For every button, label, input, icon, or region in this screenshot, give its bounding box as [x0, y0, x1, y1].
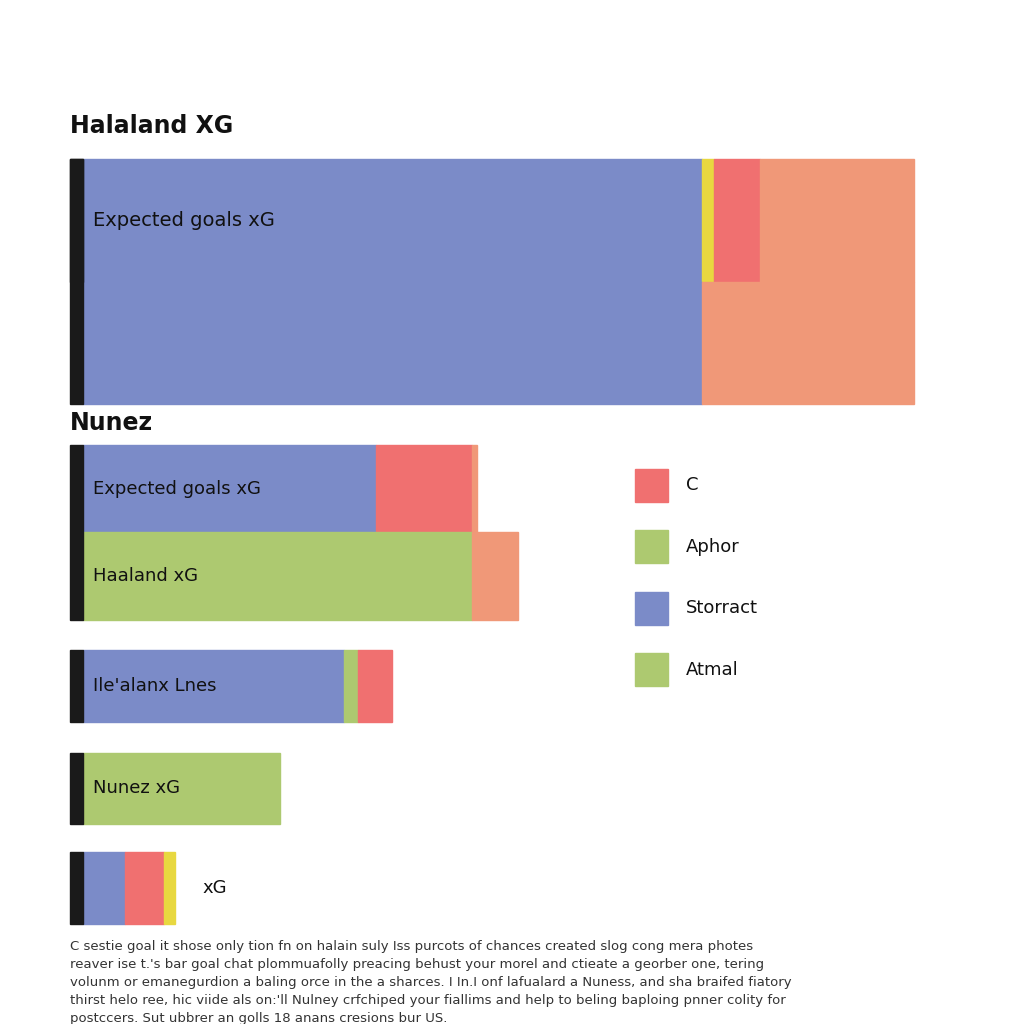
Bar	[702, 282, 914, 404]
Bar	[376, 445, 472, 532]
Text: Haaland xG: Haaland xG	[93, 567, 199, 585]
Bar	[83, 650, 344, 722]
Bar	[635, 592, 668, 625]
Bar	[70, 159, 83, 404]
Bar	[702, 159, 714, 282]
Bar	[83, 753, 280, 824]
Text: Ile'alanx Lnes: Ile'alanx Lnes	[93, 677, 217, 695]
Text: Nunez xG: Nunez xG	[93, 779, 180, 798]
Bar	[70, 753, 83, 824]
Bar	[760, 159, 914, 282]
Text: xG: xG	[203, 879, 227, 897]
Bar	[70, 159, 83, 282]
Bar	[70, 852, 83, 924]
Text: Halaland XG: Halaland XG	[70, 115, 232, 138]
Text: Storract: Storract	[686, 599, 758, 617]
Bar	[83, 532, 472, 620]
Text: Nunez: Nunez	[70, 412, 153, 435]
Text: Atmal: Atmal	[686, 660, 739, 679]
Bar	[125, 852, 165, 924]
Text: C sestie goal it shose only tion fn on halain suly Iss purcots of chances create: C sestie goal it shose only tion fn on h…	[70, 940, 792, 1024]
Bar	[83, 282, 702, 404]
Bar	[635, 530, 668, 563]
Text: Aphor: Aphor	[686, 538, 739, 556]
Bar	[70, 445, 83, 620]
Bar	[472, 532, 518, 620]
Bar	[635, 653, 668, 686]
Text: C: C	[686, 476, 698, 495]
Bar	[165, 852, 175, 924]
Bar	[635, 469, 668, 502]
Bar	[472, 445, 476, 532]
Text: Expected goals xG: Expected goals xG	[93, 480, 261, 498]
Bar	[344, 650, 358, 722]
Bar	[714, 159, 760, 282]
Bar	[83, 852, 125, 924]
Bar	[358, 650, 392, 722]
Bar	[83, 159, 702, 282]
Bar	[70, 650, 83, 722]
Text: Expected goals xG: Expected goals xG	[93, 211, 275, 229]
Bar	[83, 445, 376, 532]
